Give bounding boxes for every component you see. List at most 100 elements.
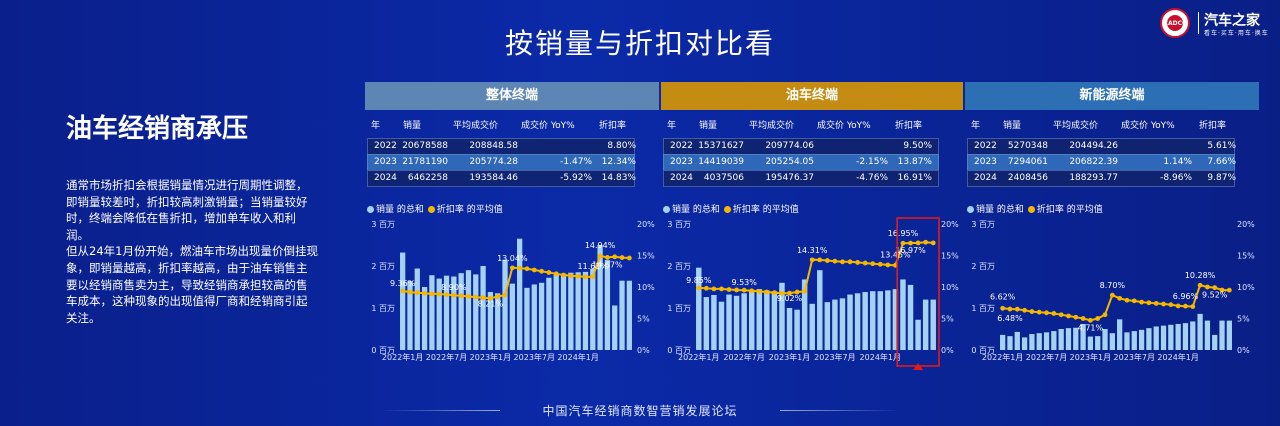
data-label: 9.85% (686, 276, 712, 285)
chart-legend: 销量 的总和 折扣率 的平均值 (663, 202, 803, 215)
data-table: 年 销量 平均成交价 成交价 YoY% 折扣率 2022 15371627 209774.06… (661, 112, 963, 188)
data-label: 16.95% (888, 229, 919, 238)
discount-point (495, 294, 501, 299)
y-right-tick: 5% (1237, 315, 1250, 324)
y-left-tick: 0 百万 (971, 346, 995, 355)
sales-bar (429, 275, 435, 350)
brand-logo: CADCC 汽车之家 看车·买车·用车·换车 (1160, 8, 1270, 40)
sales-bar (604, 260, 611, 350)
data-label: 9.36% (390, 279, 416, 288)
x-tick: 2023年7月 (514, 352, 555, 362)
table-cell: 193584.46 (469, 173, 518, 183)
table-cell: 9.50% (903, 141, 932, 151)
legend-item: 销量 的总和 (367, 205, 424, 215)
discount-point (1183, 303, 1188, 309)
y-right-tick: 20% (941, 220, 959, 229)
table-header-cell: 年 (371, 121, 381, 131)
table-cell: 1.14% (1163, 157, 1192, 167)
sales-bar (1182, 323, 1189, 350)
data-label: 9.52% (1202, 291, 1228, 300)
discount-point (1175, 303, 1181, 309)
discount-point (749, 288, 755, 294)
sales-bar (862, 292, 868, 350)
y-left-tick: 3 百万 (371, 220, 395, 229)
sales-bar (1131, 331, 1137, 350)
table-cell: 9.87% (1207, 173, 1236, 183)
sales-bar (1043, 332, 1050, 350)
y-left-tick: 3 百万 (667, 220, 691, 229)
left-heading: 油车经销商承压 (66, 114, 249, 144)
sales-bar (748, 291, 755, 350)
legend-item: 折扣率 的平均值 (1027, 205, 1103, 215)
table-cell: 12.34% (601, 157, 636, 167)
data-label: 13.45% (880, 250, 911, 259)
sales-bar (1160, 325, 1167, 350)
sales-bar (1168, 324, 1174, 350)
data-label: 4.71% (1078, 323, 1104, 332)
sales-bar (1051, 331, 1057, 350)
table-cell: 15371627 (698, 141, 744, 151)
sales-bar (1007, 336, 1013, 350)
table-row: 2022 15371627 209774.06 9.50% (663, 138, 939, 155)
x-tick: 2023年1月 (1070, 352, 1111, 362)
discount-point (802, 289, 808, 294)
x-tick: 2023年1月 (769, 352, 810, 362)
discount-point (877, 261, 883, 267)
sales-bar (465, 270, 472, 350)
sales-bar (847, 294, 853, 350)
sales-bar (718, 301, 725, 350)
sales-bar (1014, 331, 1020, 350)
legend-item: 销量 的总和 (663, 205, 720, 215)
x-tick: 2023年7月 (1114, 352, 1155, 362)
discount-point (1080, 316, 1086, 321)
sales-bar (1212, 334, 1218, 350)
discount-point (1153, 300, 1159, 306)
sales-bar (779, 282, 785, 350)
discount-point (1168, 302, 1174, 308)
table-cell: 20678588 (402, 141, 448, 151)
discount-point (930, 240, 936, 246)
sales-bar (1073, 327, 1079, 350)
sales-bar (1087, 336, 1094, 350)
paragraph-2: 但从24年1月份开始，燃油车市场出现量价倒挂现象，即销量越高，折扣率越高，由于油… (66, 244, 318, 325)
table-cell: 5270348 (1007, 141, 1048, 151)
x-tick: 2022年1月 (678, 352, 719, 362)
sales-bar (824, 302, 831, 350)
sales-bar (930, 299, 936, 350)
sales-bar (612, 305, 618, 350)
discount-point (1146, 300, 1152, 306)
sales-bar (626, 280, 632, 350)
y-right-tick: 0% (1237, 346, 1250, 355)
data-label: 6.62% (990, 292, 1016, 301)
y-right-tick: 20% (637, 220, 655, 229)
chart-legend: 销量 的总和 折扣率 的平均值 (367, 202, 507, 215)
x-tick: 2023年1月 (470, 352, 511, 362)
discount-point (870, 261, 876, 267)
discount-point (414, 290, 420, 296)
table-cell: 208848.58 (469, 141, 518, 151)
sales-bar (711, 294, 717, 350)
table-cell: 14.83% (601, 173, 636, 183)
sales-bar (771, 291, 778, 350)
discount-point (1109, 292, 1115, 298)
discount-point (855, 260, 860, 265)
sales-bar (892, 289, 899, 350)
panel-nev: 年 销量 平均成交价 成交价 YoY% 折扣率 2022 5270348 204494.26 5… (965, 112, 1259, 380)
discount-point (488, 295, 493, 301)
table-row: 2024 2408456 188293.77 -8.96% 9.87% (967, 170, 1236, 187)
discount-point (900, 240, 906, 246)
discount-point (824, 258, 830, 263)
discount-point (473, 294, 479, 300)
sales-bar (538, 282, 545, 350)
discount-point (1051, 311, 1057, 316)
discount-point (915, 240, 921, 246)
table-row: 2024 4037506 195476.37 -4.76% 16.91% (663, 170, 939, 187)
table-header-cell: 成交价 YoY% (817, 121, 871, 131)
y-left-tick: 0 百万 (667, 346, 691, 355)
table-cell: 188293.77 (1069, 173, 1118, 183)
discount-point (1212, 285, 1218, 291)
line-legend-icon (723, 206, 731, 213)
sales-bar (553, 274, 559, 350)
sales-bar (1175, 323, 1181, 350)
table-row: 2022 20678588 208848.58 8.80% (367, 138, 636, 155)
